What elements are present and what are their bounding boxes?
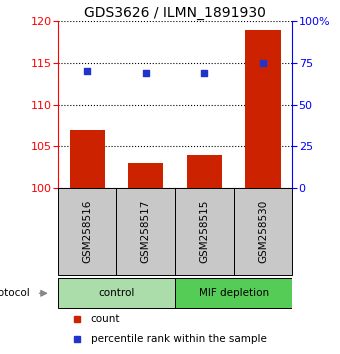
Bar bbox=[175, 188, 234, 275]
Point bbox=[84, 68, 90, 74]
Point bbox=[260, 60, 266, 66]
Text: GSM258516: GSM258516 bbox=[82, 200, 92, 263]
Bar bbox=[58, 188, 116, 275]
Bar bbox=[234, 188, 292, 275]
Text: MIF depletion: MIF depletion bbox=[199, 288, 269, 298]
Bar bbox=[128, 163, 163, 188]
Bar bbox=[69, 130, 105, 188]
Bar bbox=[175, 278, 292, 308]
Text: percentile rank within the sample: percentile rank within the sample bbox=[91, 334, 267, 344]
Point bbox=[143, 70, 149, 76]
Text: protocol: protocol bbox=[0, 288, 30, 298]
Bar bbox=[58, 278, 175, 308]
Text: control: control bbox=[98, 288, 135, 298]
Title: GDS3626 / ILMN_1891930: GDS3626 / ILMN_1891930 bbox=[84, 6, 266, 20]
Text: GSM258530: GSM258530 bbox=[258, 200, 268, 263]
Text: GSM258517: GSM258517 bbox=[141, 200, 151, 263]
Bar bbox=[187, 155, 222, 188]
Text: GSM258515: GSM258515 bbox=[200, 200, 209, 263]
Bar bbox=[245, 30, 280, 188]
Bar bbox=[116, 188, 175, 275]
Text: count: count bbox=[91, 314, 120, 324]
Point bbox=[202, 70, 207, 76]
